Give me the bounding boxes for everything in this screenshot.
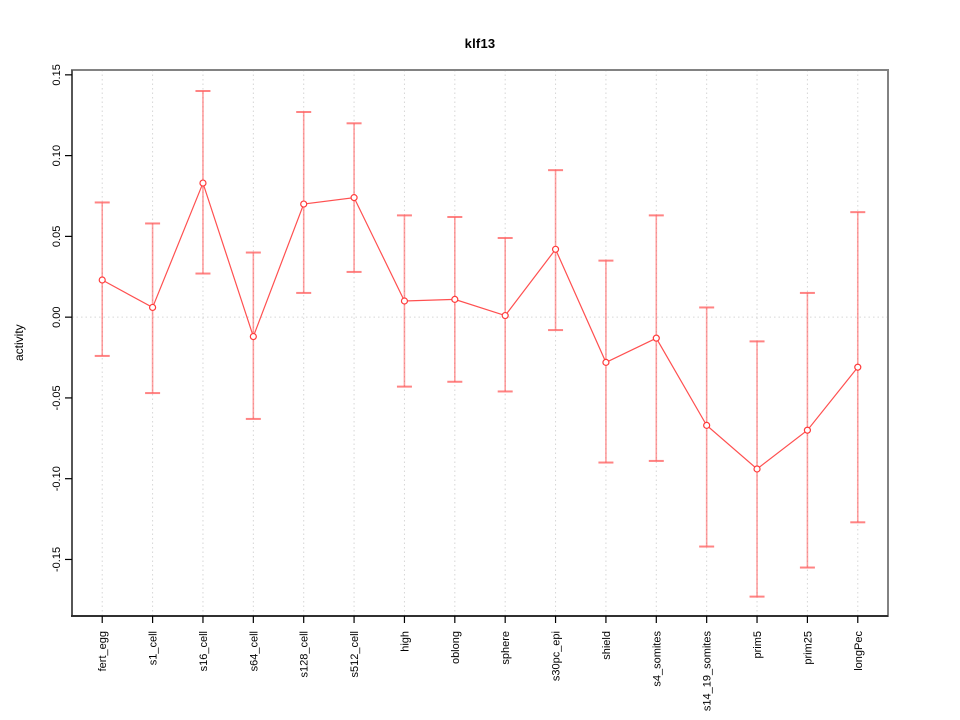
x-tick-label: fert_egg [97,631,109,671]
data-point-marker [400,297,409,305]
x-tick-label: oblong [450,631,462,664]
data-point-marker [551,245,560,253]
data-point-marker [652,334,660,342]
x-tick-label: s1_cell [148,631,160,665]
data-point-marker [753,465,761,473]
x-tick-label: prim5 [752,631,764,659]
x-tick-label: s16_cell [198,631,210,671]
y-tick-label: 0.15 [51,64,63,85]
y-tick-label: -0.05 [51,385,63,410]
data-point-marker [451,295,459,303]
x-tick-label: s14_19_somites [702,631,714,712]
data-point-marker [703,421,711,429]
x-tick-label: longPec [853,631,865,671]
x-tick-label: sphere [500,631,512,665]
y-tick-label: 0.00 [51,306,63,327]
data-point-marker [199,179,207,187]
x-tick-label: s30pc_epi [551,631,563,681]
data-point-marker [803,426,812,434]
x-tick-label: s512_cell [349,631,361,677]
y-tick-label: -0.10 [51,466,63,491]
x-tick-label: s64_cell [248,631,260,671]
plot-border [71,69,889,617]
x-tick-label: s4_somites [651,631,663,687]
series-line [101,181,859,470]
data-point-marker [148,303,157,312]
chart-title: klf13 [464,36,496,51]
x-tick-label: s128_cell [299,631,311,677]
data-point-marker [501,311,509,320]
data-point-marker [249,332,257,341]
y-tick-label: 0.05 [51,226,63,247]
x-tick-label: prim25 [802,631,814,665]
data-point-marker [98,276,106,284]
data-point-marker [350,194,358,202]
x-tick-label: high [399,631,411,652]
x-tick-label: shield [601,631,613,660]
y-tick-label: -0.15 [51,547,63,572]
data-point-marker [854,363,862,371]
data-point-marker [300,200,308,208]
data-point-marker [602,358,610,366]
y-tick-label: 0.10 [51,145,63,166]
